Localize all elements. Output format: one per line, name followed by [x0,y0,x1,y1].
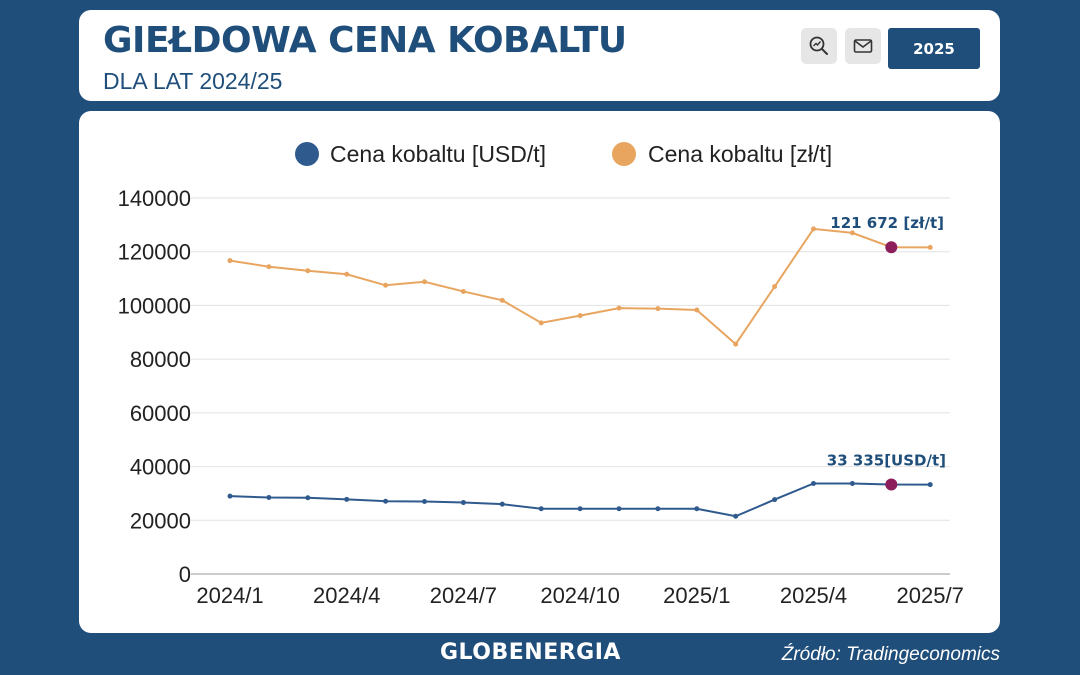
data-point-pln [227,258,233,264]
x-tick-label: 2025/7 [897,583,964,608]
data-point-pln [344,271,350,277]
data-point-usd [383,498,389,504]
data-point-usd [927,482,933,488]
data-point-pln [694,307,700,313]
y-tick-label: 60000 [130,401,191,426]
pln-value-annotation: 121 672 [zł/t] [830,214,944,232]
data-point-usd [422,498,427,504]
y-tick-label: 0 [179,562,191,587]
y-tick-label: 100000 [118,293,191,318]
cobalt-price-chart: Cena kobaltu [USD/t] Cena kobaltu [zł/t]… [118,141,964,608]
data-point-usd [305,495,311,501]
legend-pln-marker [612,142,636,166]
chart-card: Cena kobaltu [USD/t] Cena kobaltu [zł/t]… [79,111,1000,633]
data-point-usd [694,506,700,512]
series-line-pln [229,227,931,346]
data-point-pln [499,297,505,303]
source-text: Źródło: Tradingeconomics [781,644,1000,665]
data-point-pln [655,306,661,312]
y-tick-label: 140000 [118,186,191,211]
search-chart-button[interactable] [801,28,837,64]
series-line-usd [229,482,931,518]
x-tick-label: 2024/1 [196,583,263,608]
legend-usd-label: Cena kobaltu [USD/t] [330,141,546,167]
data-point-pln [266,264,272,270]
page-title: GIEŁDOWA CENA KOBALTU [103,20,627,61]
data-point-pln [616,305,622,311]
data-point-pln [811,226,816,232]
x-tick-label: 2025/4 [780,583,847,608]
data-point-usd [344,496,350,502]
page-subtitle: DLA LAT 2024/25 [103,68,283,94]
data-point-pln [577,313,583,319]
y-tick-label: 120000 [118,240,191,265]
data-point-usd [577,506,583,512]
data-point-pln [305,268,311,274]
data-point-usd [227,493,233,499]
chart-legend: Cena kobaltu [USD/t] Cena kobaltu [zł/t] [295,141,832,167]
data-point-pln [460,288,466,294]
data-point-usd [772,497,778,503]
data-point-pln [422,279,427,285]
y-tick-label: 80000 [130,347,191,372]
x-tick-label: 2024/7 [430,583,497,608]
data-point-usd [811,480,816,486]
globenergia-logo: GLOBENERGIA [440,640,621,665]
data-point-pln [733,341,739,347]
data-point-usd [538,506,544,512]
x-tick-label: 2024/4 [313,583,380,608]
legend-pln-label: Cena kobaltu [zł/t] [648,141,832,167]
data-point-usd [460,500,466,506]
data-point-usd [733,513,739,519]
usd-value-annotation: 33 335[USD/t] [827,451,946,469]
legend-usd-marker [295,142,319,166]
mail-icon [853,39,873,53]
data-point-pln [538,320,544,326]
data-point-pln [927,244,933,250]
data-point-usd [499,501,505,507]
x-tick-label: 2024/10 [540,583,620,608]
data-point-pln [772,284,778,290]
data-point-pln [383,282,389,288]
year-2025-button[interactable]: 2025 [888,28,980,69]
y-tick-label: 40000 [130,455,191,480]
highlight-point-pln [885,241,898,254]
data-point-pln [849,230,855,236]
highlight-point-usd [885,478,898,491]
data-point-usd [266,494,272,500]
y-tick-label: 20000 [130,508,191,533]
mail-button[interactable] [845,28,881,64]
data-point-usd [849,480,855,486]
data-point-usd [616,506,622,512]
data-point-usd [655,506,661,512]
header-card: GIEŁDOWA CENA KOBALTU DLA LAT 2024/25 20… [79,10,1000,101]
x-tick-label: 2025/1 [663,583,730,608]
search-chart-icon [809,36,828,55]
